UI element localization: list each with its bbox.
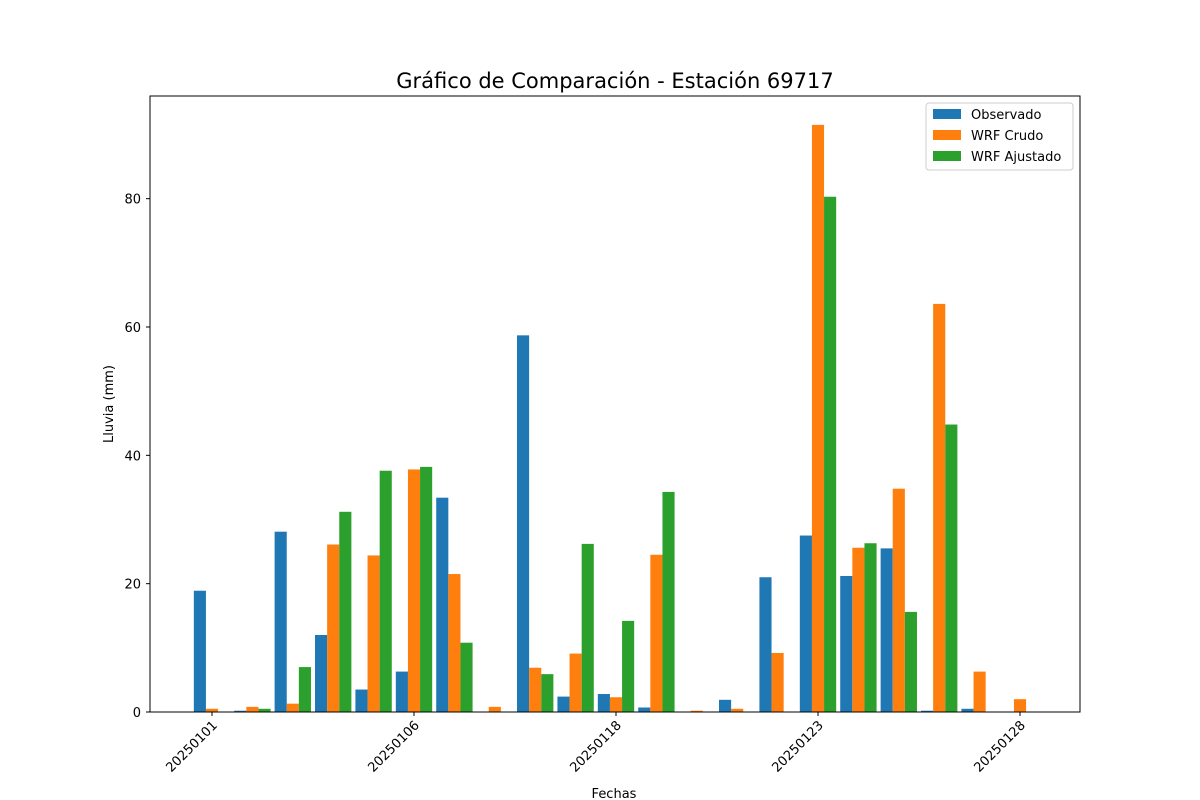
bar-observado-20250127	[880, 548, 893, 713]
bar-wrf-crudo-20250122	[690, 710, 703, 712]
bar-wrf-crudo-20250129	[973, 671, 986, 712]
bar-wrf-ajustado-20250127	[904, 611, 917, 712]
bar-observado-20250121	[638, 707, 651, 712]
bar-observado-20250124	[759, 577, 772, 712]
y-tick-label: 0	[133, 706, 141, 721]
bar-wrf-ajustado-20250107	[460, 642, 473, 712]
bar-wrf-ajustado-20250126	[864, 543, 877, 712]
y-axis: 0 20 40 60 80	[124, 193, 150, 721]
bar-observado-20250101	[193, 590, 206, 712]
bar-wrf-crudo-20250103	[286, 703, 299, 712]
x-axis: 20250101 20250106 20250118 20250123 20250128	[163, 712, 1029, 776]
bar-wrf-ajustado-20250119	[581, 543, 594, 712]
bar-wrf-ajustado-20250102	[258, 708, 271, 712]
bar-wrf-crudo-20250127	[892, 488, 905, 712]
bar-wrf-crudo-20250124	[771, 652, 784, 712]
x-tick-label: 20250128	[971, 718, 1028, 775]
bar-wrf-crudo-20250125	[811, 124, 825, 713]
bar-wrf-crudo-20250101	[205, 708, 219, 712]
bar-wrf-crudo-20250128	[933, 303, 946, 712]
bar-wrf-crudo-20250104	[327, 544, 340, 712]
bar-wrf-crudo-20250102	[246, 706, 259, 712]
bar-wrf-ajustado-20250120	[622, 620, 635, 712]
y-tick-label: 60	[124, 321, 141, 336]
bar-observado-20250125	[799, 535, 812, 712]
plot-frame	[149, 95, 1081, 713]
legend-label-wrf-ajustado: WRF Ajustado	[971, 150, 1061, 165]
bar-observado-20250105	[355, 689, 368, 712]
bar-observado-20250102	[234, 710, 247, 712]
bar-wrf-crudo-20250120	[609, 697, 623, 712]
bar-wrf-ajustado-20250125	[824, 196, 837, 713]
bar-observado-20250128	[921, 710, 934, 712]
legend-swatch-wrf-crudo	[933, 130, 961, 140]
bar-wrf-crudo-20250108	[488, 706, 501, 712]
legend-label-observado: Observado	[971, 108, 1042, 123]
x-tick-label: 20250123	[769, 718, 826, 775]
legend-label-wrf-crudo: WRF Crudo	[971, 129, 1043, 144]
legend-swatch-wrf-ajustado	[933, 151, 961, 161]
legend-box	[925, 102, 1074, 171]
bar-wrf-crudo-20250130	[1013, 699, 1027, 712]
bar-wrf-crudo-20250107	[448, 574, 461, 712]
bar-wrf-ajustado-20250106	[420, 466, 433, 712]
bar-observado-20250129	[961, 708, 974, 712]
bar-wrf-crudo-20250118	[529, 667, 542, 712]
bar-wrf-ajustado-20250105	[379, 470, 392, 712]
bar-wrf-crudo-20250121	[650, 554, 663, 712]
bar-wrf-ajustado-20250128	[945, 424, 958, 712]
x-axis-label: Fechas	[592, 787, 637, 800]
bar-observado-20250106	[395, 671, 408, 712]
bar-wrf-ajustado-20250104	[339, 511, 352, 712]
bar-wrf-ajustado-20250121	[662, 491, 675, 712]
x-tick-label: 20250118	[567, 718, 624, 775]
bar-wrf-crudo-20250105	[367, 555, 380, 712]
x-tick-label: 20250101	[163, 718, 220, 775]
bar-observado-20250104	[315, 635, 328, 712]
bar-observado-20250107	[436, 497, 449, 712]
bar-wrf-crudo-20250123	[731, 708, 744, 712]
chart-title: Gráfico de Comparación - Estación 69717	[396, 69, 833, 93]
legend: Observado WRF Crudo WRF Ajustado	[925, 102, 1074, 171]
x-tick-label: 20250106	[365, 718, 422, 775]
bar-wrf-crudo-20250106	[407, 469, 421, 712]
y-axis-label: Lluvia (mm)	[102, 365, 117, 443]
y-tick-label: 20	[124, 578, 141, 593]
legend-swatch-observado	[933, 109, 961, 119]
bars-group	[193, 124, 1027, 713]
bar-wrf-ajustado-20250118	[541, 674, 554, 712]
bar-observado-20250120	[597, 694, 610, 712]
y-tick-label: 40	[124, 449, 141, 464]
bar-observado-20250103	[274, 531, 287, 712]
bar-observado-20250118	[517, 335, 530, 712]
bar-observado-20250119	[557, 696, 570, 712]
bar-wrf-crudo-20250126	[852, 547, 865, 712]
y-tick-label: 80	[124, 193, 141, 208]
bar-observado-20250126	[840, 575, 853, 712]
bar-wrf-ajustado-20250103	[298, 667, 311, 712]
bar-wrf-crudo-20250119	[569, 653, 582, 712]
bar-observado-20250123	[719, 699, 732, 712]
